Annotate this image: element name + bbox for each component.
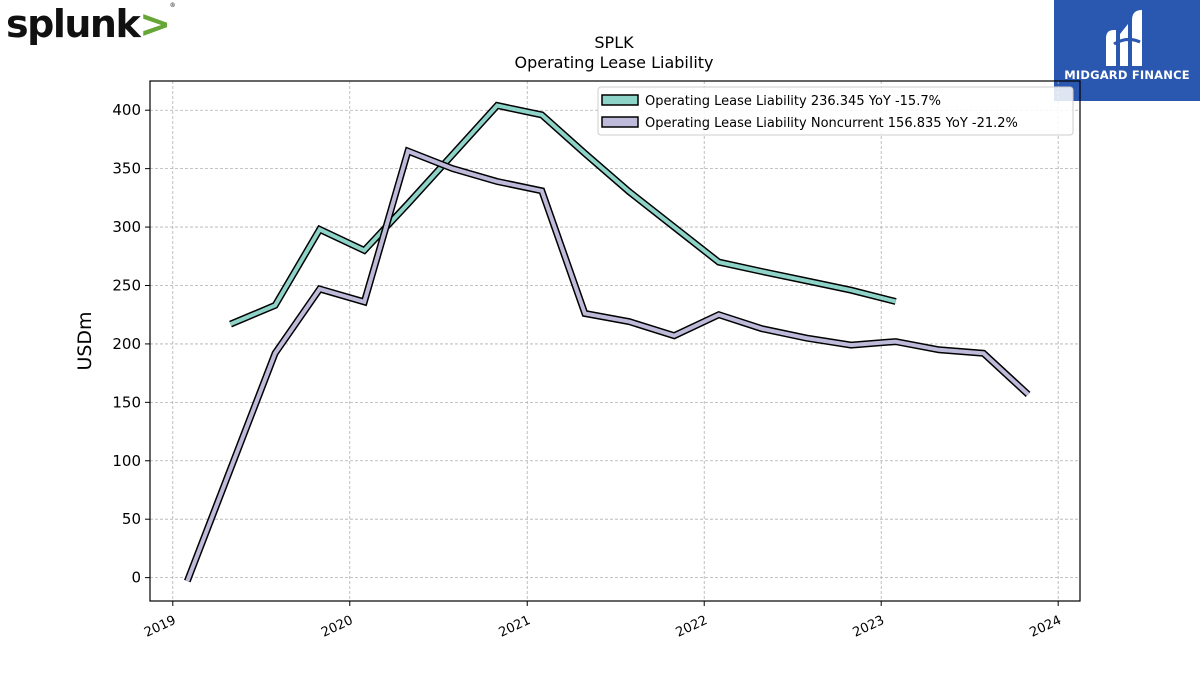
y-tick-label: 150 <box>112 393 141 411</box>
y-tick-label: 350 <box>112 160 141 178</box>
splunk-logo-reg: ® <box>169 2 176 9</box>
x-tick-label: 2021 <box>497 613 533 641</box>
x-tick-label: 2023 <box>851 613 887 641</box>
x-tick-label: 2020 <box>319 613 355 641</box>
legend-label-2: Operating Lease Liability Noncurrent 156… <box>645 116 1018 131</box>
y-tick-label: 250 <box>112 276 141 294</box>
y-tick-label: 200 <box>112 335 141 353</box>
y-axis: 0 50 100 150 200 250 300 350 400 <box>112 101 150 587</box>
legend-swatch-1 <box>601 94 639 106</box>
y-tick-label: 0 <box>131 569 141 587</box>
y-tick-label: 100 <box>112 452 141 470</box>
plot-frame <box>149 80 1081 602</box>
midgard-finance-logo: MIDGARD FINANCE <box>1054 0 1200 101</box>
legend-label-1: Operating Lease Liability 236.345 YoY -1… <box>645 94 941 109</box>
series-line-1 <box>229 103 897 326</box>
x-tick-label: 2024 <box>1028 613 1064 641</box>
splunk-logo: splunk>® <box>6 2 176 46</box>
y-tick-label: 300 <box>112 218 141 236</box>
chart-subtitle: Operating Lease Liability <box>514 53 713 72</box>
grid <box>150 81 1080 601</box>
splunk-logo-chevron: > <box>139 2 171 46</box>
x-tick-label: 2022 <box>674 613 710 641</box>
y-axis-label: USDm <box>74 311 96 370</box>
series-layer <box>184 101 1031 583</box>
chart-title: SPLK <box>594 33 634 52</box>
x-tick-label: 2019 <box>142 613 178 641</box>
x-axis: 2019 2020 2021 2022 2023 2024 <box>142 601 1064 641</box>
legend-swatch-2 <box>601 116 639 128</box>
midgard-mark-icon <box>1106 10 1142 66</box>
series-line-2 <box>185 148 1030 582</box>
series-line-outline-2 <box>184 146 1031 583</box>
legend-box <box>597 86 1074 136</box>
midgard-logo-text: MIDGARD FINANCE <box>1064 68 1190 82</box>
y-tick-label: 400 <box>112 101 141 119</box>
splunk-logo-text: splunk <box>6 2 141 46</box>
y-tick-label: 50 <box>122 510 141 528</box>
legend: Operating Lease Liability 236.345 YoY -1… <box>597 86 1074 136</box>
